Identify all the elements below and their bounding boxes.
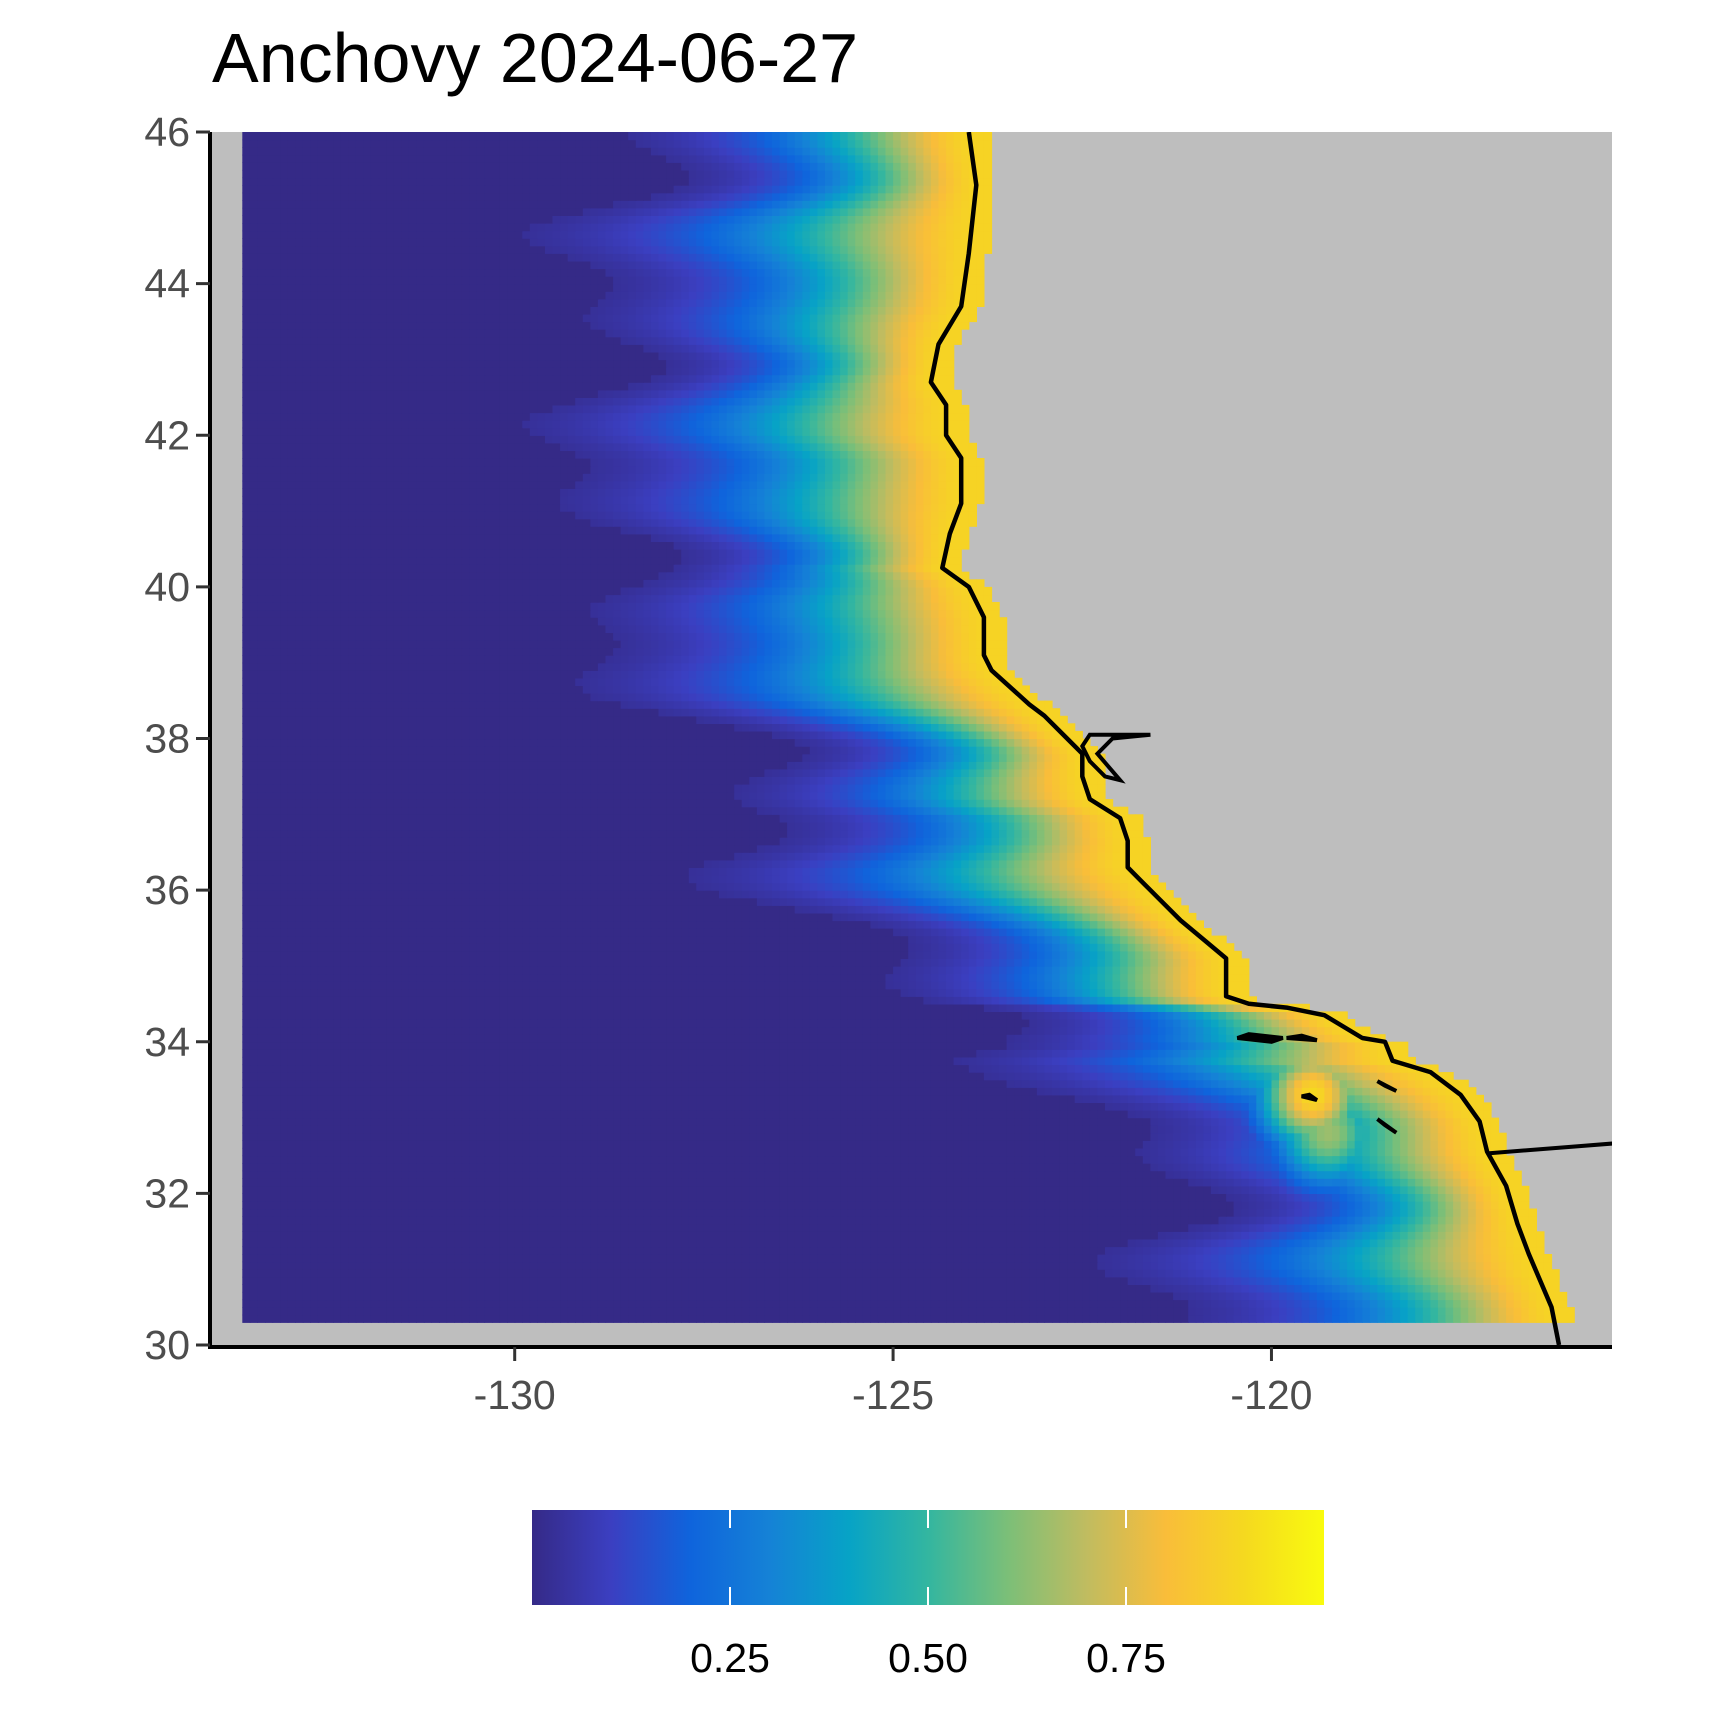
x-tick-label: -125 xyxy=(852,1372,934,1418)
y-tick-label: 40 xyxy=(144,564,190,610)
colorbar-tick-label: 0.25 xyxy=(690,1635,770,1681)
y-tick-label: 34 xyxy=(144,1019,190,1065)
colorbar-tick-label: 0.50 xyxy=(888,1635,968,1681)
map-panel xyxy=(212,132,1673,1345)
y-tick-label: 36 xyxy=(144,867,190,913)
y-tick-label: 38 xyxy=(144,716,190,762)
colorbar-tick-label: 0.75 xyxy=(1086,1635,1166,1681)
y-tick-label: 32 xyxy=(144,1170,190,1216)
y-tick-label: 44 xyxy=(144,261,190,307)
island-0 xyxy=(1237,1034,1282,1042)
y-tick-label: 46 xyxy=(144,109,190,155)
y-tick-label: 30 xyxy=(144,1322,190,1368)
colorbar: 0.25 0.50 0.75 xyxy=(532,1510,1324,1681)
x-tick-label: -130 xyxy=(474,1372,556,1418)
y-tick-label: 42 xyxy=(144,412,190,458)
x-tick-label: -120 xyxy=(1230,1372,1312,1418)
